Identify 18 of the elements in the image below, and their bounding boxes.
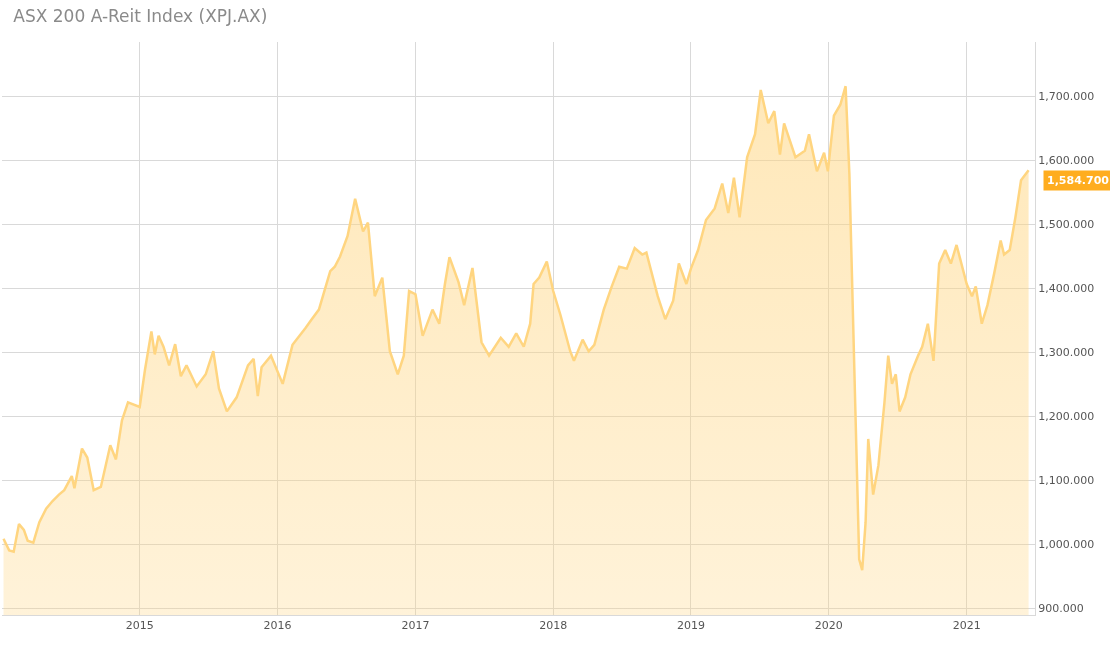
y-tick-label: 900.000 [1038,602,1084,616]
annotation: 1,584.700 [1047,174,1110,187]
x-tick-label: 2018 [539,619,568,633]
y-tick-label: 1,400.000 [1038,282,1095,296]
x-tick-label: 2015 [125,619,154,633]
y-tick-label: 1,500.000 [1038,218,1095,232]
x-tick-label: 2020 [814,619,843,633]
x-tick-label: 2019 [676,619,705,633]
x-tick-label: 2016 [263,619,292,633]
y-tick-label: 1,700.000 [1038,90,1095,104]
x-tick-label: 2021 [952,619,981,633]
x-tick-label: 2017 [401,619,430,633]
chart-title: ASX 200 A-Reit Index (XPJ.AX) [13,5,268,26]
y-tick-label: 1,000.000 [1038,538,1095,552]
y-tick-label: 1,100.000 [1038,474,1095,488]
y-tick-label: 1,600.000 [1038,154,1095,168]
y-tick-label: 1,300.000 [1038,346,1095,360]
y-tick-label: 1,200.000 [1038,410,1095,424]
